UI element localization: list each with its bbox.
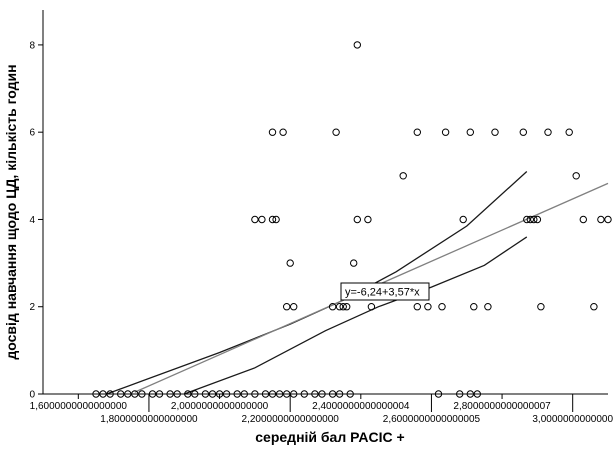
data-point (286, 259, 294, 267)
ci-lower-line (183, 236, 528, 395)
equation-box: y=-6,24+3,57*x (340, 282, 430, 301)
data-point (459, 215, 467, 224)
data-point (572, 172, 580, 180)
data-point (353, 41, 361, 49)
data-point (530, 215, 538, 224)
data-point (339, 303, 347, 311)
data-point (484, 303, 492, 311)
data-points (92, 41, 612, 398)
y-tick-label: 8 (29, 40, 35, 51)
data-point (268, 128, 277, 136)
x-tick-label: 2,8000000000000007 (453, 401, 551, 412)
x-axis-ticks: 1,6000000000000000 2,0000000000000000 2,40… (30, 394, 613, 425)
data-point (523, 215, 531, 224)
data-point (565, 128, 573, 136)
data-point (526, 215, 534, 224)
equation-label: y=-6,24+3,57*x (345, 287, 420, 299)
confidence-interval-lines (106, 171, 528, 395)
data-point (519, 128, 527, 136)
y-tick-label: 6 (29, 128, 35, 139)
y-axis-ticks: 0 2 4 6 8 (29, 40, 43, 401)
data-point (367, 303, 376, 311)
data-point (328, 303, 337, 311)
data-point (279, 128, 287, 136)
data-point (332, 128, 340, 136)
data-point (268, 215, 277, 224)
data-point (353, 215, 361, 224)
data-point (533, 215, 542, 224)
equation-box-frame (340, 282, 430, 301)
data-point (491, 128, 499, 136)
x-tick-label: 1,8000000000000000 (100, 414, 198, 425)
x-tick-label: 1,6000000000000000 (30, 401, 128, 412)
data-point (283, 303, 291, 311)
data-point (597, 215, 605, 224)
x-tick-label: 2,0000000000000000 (171, 401, 269, 412)
data-point (544, 128, 552, 136)
axes (42, 10, 608, 395)
data-point (251, 215, 259, 224)
y-tick-label: 2 (29, 302, 35, 313)
data-point (590, 303, 598, 311)
data-point (604, 215, 612, 224)
data-point (438, 303, 446, 311)
data-point (424, 303, 432, 311)
y-tick-label: 4 (29, 215, 35, 226)
ci-upper-line (106, 171, 528, 395)
data-point (470, 303, 478, 311)
y-tick-label: 0 (29, 390, 35, 401)
data-point (350, 259, 358, 267)
x-axis-title: середній бал PACIC + (255, 429, 404, 445)
data-point (290, 303, 298, 311)
x-tick-label: 2,6000000000000005 (383, 414, 481, 425)
x-tick-label: 2,4000000000000004 (312, 401, 410, 412)
x-tick-label: 2,2000000000000000 (242, 414, 340, 425)
y-axis-title: досвід навчання щодо ЦД, кількість годин (3, 64, 19, 359)
data-point (579, 215, 587, 224)
x-tick-label: 3,0000000000000 (532, 414, 613, 425)
data-point (364, 215, 372, 224)
data-point (272, 215, 280, 224)
data-point (335, 303, 344, 311)
data-point (466, 128, 474, 136)
data-point (399, 172, 407, 180)
data-point (343, 303, 351, 311)
data-point (413, 303, 421, 311)
data-point (413, 128, 421, 136)
data-point (537, 303, 545, 311)
data-point (441, 128, 450, 136)
data-point (258, 215, 266, 224)
